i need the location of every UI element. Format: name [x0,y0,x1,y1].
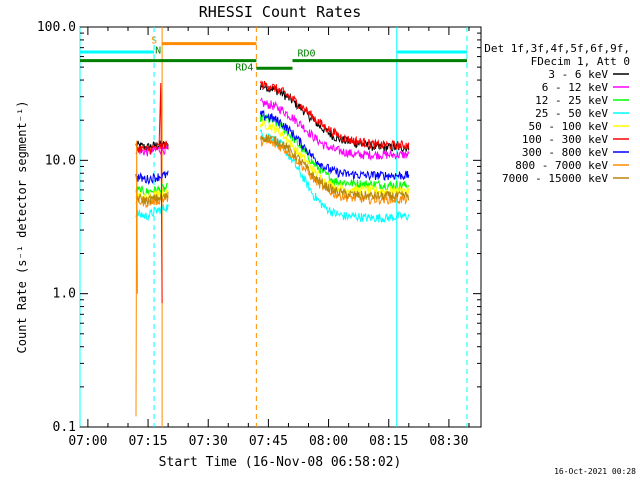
status-bar-label: RD4 [235,62,253,73]
y-tick-label: 0.1 [53,420,76,435]
legend-entry-label: 12 - 25 keV [535,94,608,107]
series-line [135,204,169,222]
status-bar-label: S [151,36,157,47]
y-tick-label: 10.0 [45,153,76,168]
legend-entry-label: 3 - 6 keV [548,68,608,81]
legend-entry-label: 800 - 7000 keV [515,159,608,172]
series-line [135,193,169,209]
series-line [259,97,410,161]
x-tick-label: 07:30 [189,434,228,449]
series-spike [158,82,163,304]
x-axis-label: Start Time (16-Nov-08 06:58:02) [159,455,402,470]
x-tick-label: 08:00 [309,434,348,449]
series-layer [135,79,410,417]
series-line [135,183,169,196]
series-line [135,189,169,201]
legend-entry-label: 300 - 800 keV [522,146,608,159]
series-line [135,192,169,207]
legend-entry-label: 100 - 300 keV [522,133,608,146]
x-tick-label: 07:00 [68,434,107,449]
y-axis-label: Count Rate (s⁻¹ detector segment⁻¹) [15,101,29,354]
series-line [135,170,169,185]
legend-entry-label: 50 - 100 keV [529,120,609,133]
status-bar-label: N [155,46,161,57]
legend-entry-label: 25 - 50 keV [535,107,608,120]
x-tick-label: 08:30 [429,434,468,449]
axis-layer: 07:00 07:15 07:30 07:45 08:00 08:15 08:30 0.1 1.… [37,20,481,449]
x-tick-label: 07:45 [249,434,288,449]
timestamp: 16-Oct-2021 00:28 [554,467,636,476]
series-line [259,82,410,153]
series-line [259,134,409,206]
y-tick-label: 100.0 [37,20,76,35]
attenuator-bar-layer: SN RD4 RD0 [80,36,467,73]
status-bar-label: RD0 [297,49,315,60]
legend-header-line: FDecim 1, Att 0 [531,55,630,68]
series-line [259,109,410,181]
legend: Det 1f,3f,4f,5f,6f,9f,FDecim 1, Att 03 -… [484,42,630,185]
x-tick-label: 08:15 [369,434,408,449]
chart-title: RHESSI Count Rates [199,3,362,21]
series-line [259,113,409,191]
y-tick-label: 1.0 [53,287,76,302]
legend-entry-label: 7000 - 15000 keV [502,172,608,185]
x-tick-label: 07:15 [128,434,167,449]
plot-frame [79,26,482,428]
legend-entry-label: 6 - 12 keV [542,81,609,94]
series-line [259,134,410,202]
series-line [135,140,169,155]
series-spike [135,140,138,417]
series-line [259,79,410,151]
legend-header-line: Det 1f,3f,4f,5f,6f,9f, [484,42,630,55]
